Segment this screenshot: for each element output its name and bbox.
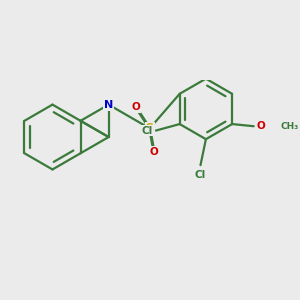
Text: S: S xyxy=(146,123,154,134)
Text: O: O xyxy=(150,147,158,157)
Text: N: N xyxy=(104,100,113,110)
Text: O: O xyxy=(131,102,140,112)
Text: O: O xyxy=(257,121,266,131)
Text: Cl: Cl xyxy=(142,125,153,136)
Text: CH₃: CH₃ xyxy=(281,122,299,131)
Text: Cl: Cl xyxy=(195,170,206,180)
